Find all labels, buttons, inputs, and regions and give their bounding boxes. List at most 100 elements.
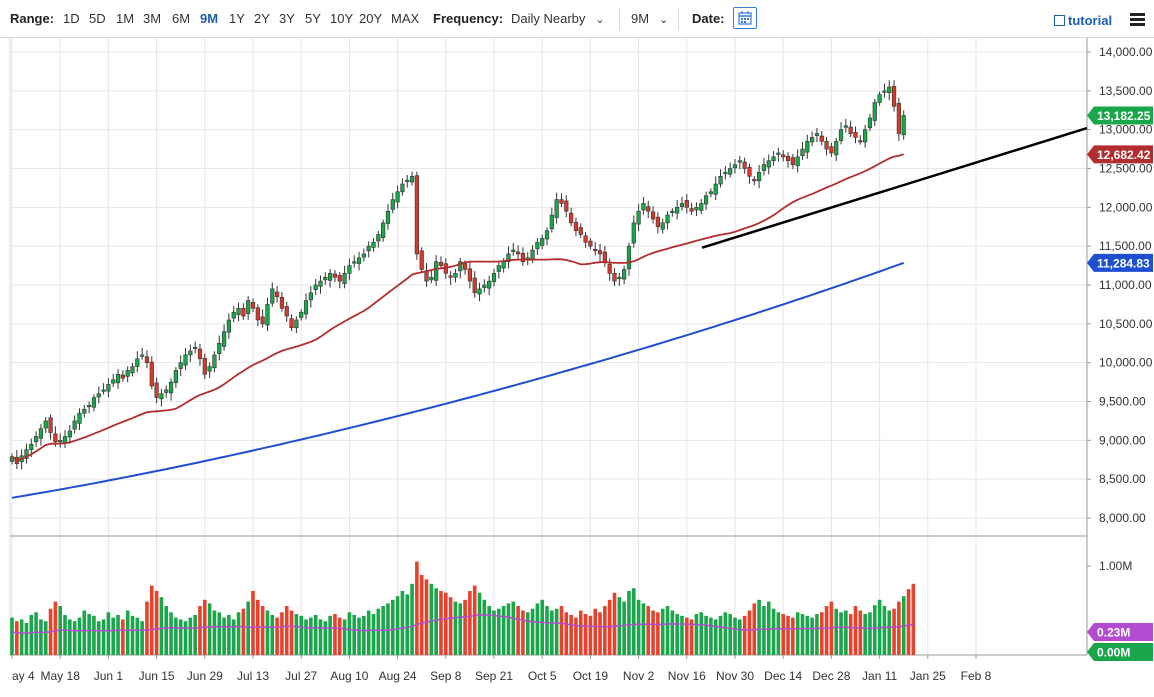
candle-body [246,300,251,314]
candle-body [77,412,82,424]
candle [612,268,617,287]
calendar-button[interactable] [733,7,757,29]
candle-body [713,183,718,195]
price-tick-label: 14,000.00 [1099,45,1153,59]
volume-bar [554,608,559,655]
candle [58,433,63,448]
candle-body [53,433,58,443]
volume-bar [183,621,188,655]
volume-bar [882,606,887,655]
range-button-2y[interactable]: 2Y [254,11,270,26]
candle [356,251,362,271]
candle-body [405,179,410,182]
volume-bar [665,606,670,655]
candle-body [173,370,178,384]
candle [352,255,357,268]
range-button-9m[interactable]: 9M [200,11,219,26]
candle [67,425,72,444]
candle-body [429,276,434,281]
date-tick-label: Dec 14 [764,669,802,683]
candle [689,202,694,216]
candle [675,200,680,220]
candle [858,135,863,145]
candle [699,198,704,215]
candle [255,304,260,327]
date-tick-label: Nov 16 [668,669,706,683]
candle-body [554,199,559,218]
range-button-20y[interactable]: 20Y [359,11,383,26]
ma-short-label: 12,682.42 [1087,145,1153,164]
volume-bar [376,608,381,655]
date-label: Date: [692,11,725,26]
volume-bar [270,614,275,655]
candle-body [636,210,641,225]
range-button-3m[interactable]: 3M [143,11,162,26]
range-button-1y[interactable]: 1Y [229,11,245,26]
date-tick-label: May 18 [41,669,81,683]
candle-body [323,276,328,281]
price-axis: 14,000.00 13,500.00 13,000.00 12,500.00 12,0… [1087,45,1153,525]
volume-bar [728,614,732,655]
candle-body [67,430,72,438]
volume-bar [521,610,525,655]
period-select[interactable]: 9M ⌄ [631,11,668,28]
range-button-10y[interactable]: 10Y [330,11,354,26]
candle-body [265,304,270,326]
ma-short-label-bg [1087,145,1153,164]
range-button-1d[interactable]: 1D [63,11,80,26]
candle-body [313,284,318,290]
volume-bar [125,610,130,655]
range-button-1m[interactable]: 1M [116,11,135,26]
candle [164,385,169,398]
range-button-6m[interactable]: 6M [172,11,191,26]
candle [569,207,574,227]
candle-body [781,154,786,158]
volume-bar [868,612,872,655]
ma-short-label-text: 12,682.42 [1097,148,1151,162]
candle-body [371,241,376,248]
candle-body [434,261,439,281]
ma-long-label-text: 11,284.83 [1097,256,1150,270]
candle-body [631,222,636,244]
candle-body [540,238,545,246]
hamburger-menu-icon[interactable] [1130,13,1145,26]
candle [453,269,458,283]
volume-bar [280,612,284,655]
volume-bar [82,610,87,655]
tutorial-link[interactable]: tutorial [1054,13,1112,28]
range-button-5y[interactable]: 5Y [305,11,321,26]
candle-body [848,126,853,134]
candle [77,408,82,431]
range-button-5d[interactable]: 5D [89,11,106,26]
volume-bar [819,612,824,655]
candle-body [356,257,362,264]
candle-body [472,277,477,294]
ma-long-label: 11,284.83 [1087,253,1153,272]
candle [279,291,285,312]
candle [834,137,839,161]
frequency-select[interactable]: Daily Nearby ⌄ [511,11,605,28]
candle-body [593,248,598,252]
candle-body [612,273,617,282]
range-button-3y[interactable]: 3Y [279,11,295,26]
candle [650,206,656,224]
volume-bar [795,612,800,655]
candle-body [96,393,101,398]
chevron-down-icon: ⌄ [595,14,605,26]
volume-bar [458,603,463,655]
volume-bar [834,608,839,655]
candle-body [756,172,762,182]
candle [901,110,906,140]
candle-body [578,227,583,235]
volume-bar [77,617,82,655]
candle [853,126,858,144]
candle-body [679,203,685,208]
volume-bar [410,583,414,655]
candle [371,238,376,252]
candle [520,247,526,266]
volume-bar [906,589,911,655]
volume-tick-label: 1.00M [1099,559,1132,573]
candle [776,147,781,162]
volume-bar [472,585,477,655]
range-button-max[interactable]: MAX [391,11,420,26]
